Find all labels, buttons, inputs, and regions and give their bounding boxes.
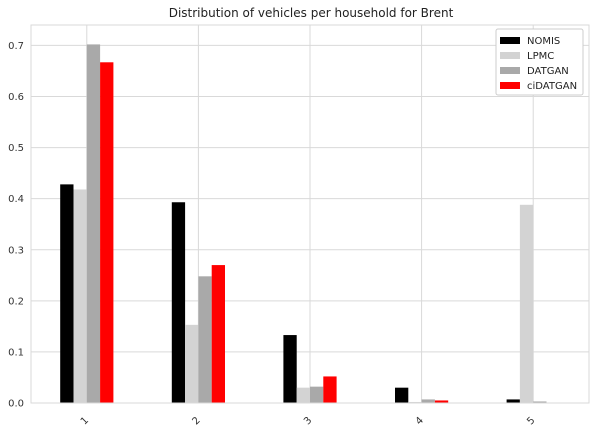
legend-swatch — [500, 82, 520, 89]
bar-cidatgan-3 — [323, 376, 337, 403]
y-tick-label: 0.6 — [8, 92, 24, 103]
bar-datgan-5 — [533, 401, 547, 403]
y-tick-label: 0.0 — [8, 399, 24, 410]
x-tick-label: 4 — [414, 415, 426, 427]
x-tick-label: 3 — [302, 415, 314, 427]
bar-nomis-3 — [283, 335, 297, 403]
bar-datgan-4 — [421, 399, 435, 403]
legend-label: NOMIS — [527, 36, 560, 47]
legend-swatch — [500, 37, 520, 44]
bar-datgan-2 — [198, 276, 212, 403]
y-tick-label: 0.5 — [8, 143, 24, 154]
bar-lpmc-3 — [296, 387, 310, 403]
chart-title: Distribution of vehicles per household f… — [169, 6, 454, 20]
bar-nomis-5 — [506, 399, 520, 403]
bar-nomis-1 — [60, 184, 74, 403]
plot-border — [30, 24, 590, 404]
bar-cidatgan-1 — [100, 62, 114, 404]
x-tick-label: 1 — [79, 415, 91, 427]
legend-label: ciDATGAN — [527, 81, 577, 92]
y-tick-label: 0.4 — [8, 194, 24, 205]
bar-lpmc-2 — [185, 324, 199, 403]
legend-box — [495, 28, 584, 96]
legend-label: DATGAN — [527, 66, 569, 77]
y-tick-label: 0.2 — [8, 296, 24, 307]
y-tick-label: 0.1 — [8, 347, 24, 358]
legend-swatch — [500, 52, 520, 59]
y-tick-label: 0.3 — [8, 245, 24, 256]
bar-cidatgan-2 — [211, 265, 225, 403]
bar-lpmc-1 — [73, 189, 87, 403]
bar-datgan-3 — [310, 386, 324, 403]
legend-label: LPMC — [527, 51, 554, 62]
bar-cidatgan-4 — [434, 400, 449, 403]
bar-nomis-4 — [395, 387, 409, 403]
bar-nomis-2 — [171, 202, 186, 403]
bar-lpmc-5 — [519, 204, 534, 403]
legend: NOMIS LPMC DATGAN ciDATGAN — [495, 28, 584, 96]
legend-swatch — [500, 67, 520, 74]
y-tick-label: 0.7 — [8, 41, 24, 52]
bar-lpmc-4 — [408, 401, 422, 403]
x-tick-label: 5 — [525, 415, 537, 427]
plot-area: 0.0 0.1 0.2 0.3 0.4 0.5 0.6 0.7 1 2 3 4 5 NOMIS LPMC DA… — [8, 24, 590, 427]
x-tick-label: 2 — [190, 415, 202, 427]
bar-datgan-1 — [86, 44, 101, 403]
